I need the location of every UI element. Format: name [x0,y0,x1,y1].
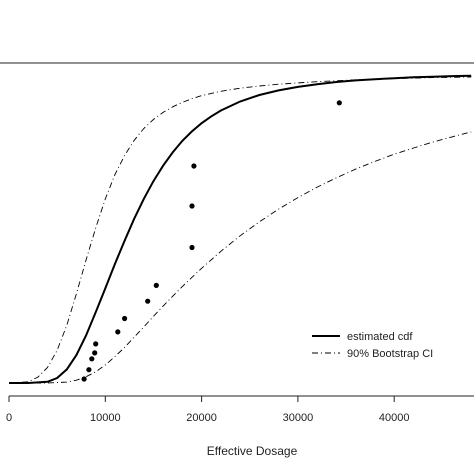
data-point [189,203,195,209]
data-point [189,244,195,251]
ci-line-1 [8,76,472,384]
data-point [93,341,99,347]
x-tick-label: 0 [6,412,12,424]
data-point [122,315,128,322]
data-point [89,356,95,362]
data-point [145,298,151,304]
ci-line-2 [9,131,472,384]
x-tick-label: 40000 [379,412,410,424]
x-tick-label: 30000 [283,412,314,424]
data-point [115,329,121,335]
data-point [81,376,87,382]
x-axis-title: Effective Dosage [207,444,298,458]
data-point [92,350,98,356]
data-point [336,100,342,106]
x-tick-label: 10000 [90,412,121,424]
x-tick-label: 20000 [186,412,217,424]
data-point [86,367,92,373]
data-point [191,163,197,169]
legend-label-estimated-cdf: estimated cdf [347,331,413,343]
points-layer [81,100,342,382]
x-ticks: 0 10000 20000 30000 40000 [6,396,410,424]
series-layer [8,74,472,384]
data-point [153,282,159,288]
legend: estimated cdf 90% Bootstrap CI [312,331,433,360]
legend-label-bootstrap-ci: 90% Bootstrap CI [347,348,433,360]
